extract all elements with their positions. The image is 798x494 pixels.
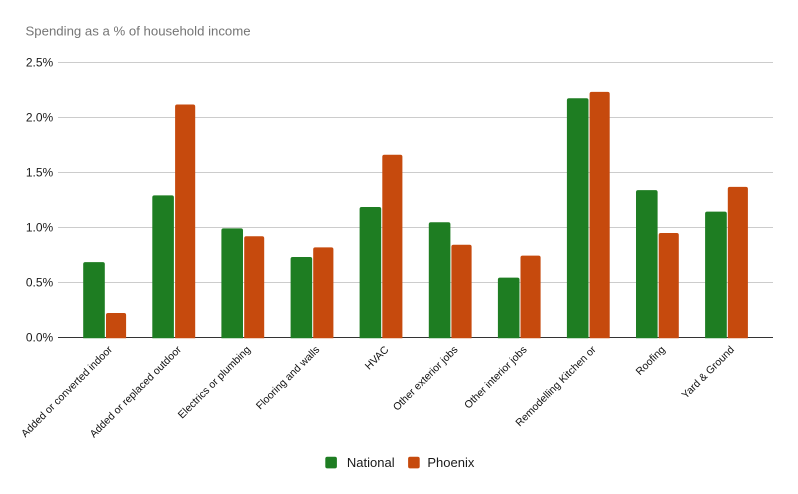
svg-text:2.5%: 2.5% [26,56,54,70]
svg-text:Other exterior jobs: Other exterior jobs [391,344,461,414]
svg-text:Flooring and walls: Flooring and walls [254,344,322,412]
svg-text:Remodelling Kitchen or: Remodelling Kitchen or [513,343,599,429]
svg-text:Yard & Ground: Yard & Ground [679,344,737,402]
svg-text:1.5%: 1.5% [26,166,54,180]
svg-text:Spending as a % of household i: Spending as a % of household income [26,24,251,39]
svg-text:2.0%: 2.0% [26,111,54,125]
svg-text:Electrics or plumbing: Electrics or plumbing [176,344,254,422]
svg-text:Other interior jobs: Other interior jobs [462,344,529,411]
svg-text:Roofing: Roofing [634,344,668,378]
svg-text:0.5%: 0.5% [26,276,54,290]
svg-text:1.0%: 1.0% [26,221,54,235]
svg-text:National: National [347,455,395,470]
svg-text:Phoenix: Phoenix [427,455,474,470]
svg-text:0.0%: 0.0% [26,331,54,345]
svg-text:HVAC: HVAC [363,344,392,373]
